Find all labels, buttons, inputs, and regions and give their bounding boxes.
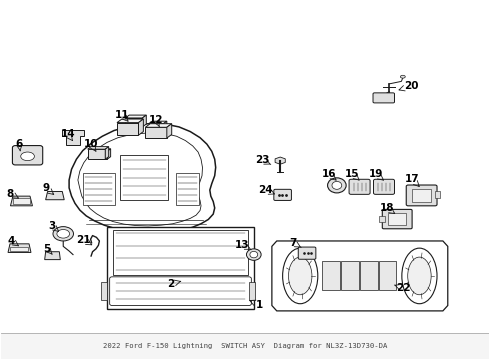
Text: 3: 3 (49, 221, 56, 231)
Polygon shape (46, 192, 64, 200)
Bar (93, 151, 107, 159)
Bar (379, 261, 396, 290)
Ellipse shape (283, 248, 318, 304)
Text: 12: 12 (149, 115, 163, 125)
Polygon shape (107, 149, 111, 159)
Polygon shape (88, 147, 109, 149)
Text: 9: 9 (42, 183, 49, 193)
FancyBboxPatch shape (110, 277, 251, 306)
Bar (125, 118, 143, 127)
Bar (412, 189, 431, 202)
Text: 17: 17 (405, 174, 419, 184)
FancyBboxPatch shape (298, 247, 316, 259)
Bar (146, 127, 167, 138)
Polygon shape (275, 157, 285, 164)
FancyBboxPatch shape (382, 210, 412, 229)
Polygon shape (10, 196, 32, 206)
Bar (379, 216, 385, 222)
Polygon shape (62, 130, 84, 145)
Text: 23: 23 (255, 155, 270, 165)
Polygon shape (69, 123, 216, 233)
Bar (341, 261, 359, 290)
FancyBboxPatch shape (406, 185, 437, 206)
Polygon shape (272, 241, 448, 311)
Bar (83, 173, 115, 205)
Polygon shape (105, 147, 109, 159)
Ellipse shape (250, 251, 258, 258)
FancyBboxPatch shape (274, 189, 292, 201)
FancyBboxPatch shape (373, 93, 394, 103)
Text: 16: 16 (322, 169, 336, 179)
Ellipse shape (332, 181, 342, 189)
Bar (0, 333, 490, 359)
Text: 1: 1 (256, 300, 263, 310)
Bar (113, 230, 248, 275)
Text: 5: 5 (44, 244, 51, 254)
Text: 19: 19 (369, 169, 383, 179)
Bar (107, 226, 254, 309)
Ellipse shape (289, 257, 312, 295)
Text: 2022 Ford F-150 Lightning  SWITCH ASY  Diagram for NL3Z-13D730-DA: 2022 Ford F-150 Lightning SWITCH ASY Dia… (103, 343, 387, 350)
Text: 18: 18 (379, 203, 394, 213)
Bar (435, 192, 440, 198)
FancyBboxPatch shape (12, 145, 43, 165)
Bar (322, 261, 340, 290)
Polygon shape (139, 119, 144, 135)
Polygon shape (8, 244, 31, 252)
Text: 14: 14 (60, 129, 75, 139)
Ellipse shape (402, 248, 437, 304)
Text: 7: 7 (289, 238, 296, 248)
Bar (101, 282, 107, 300)
Bar (249, 282, 255, 300)
Ellipse shape (53, 226, 74, 241)
Text: 11: 11 (115, 110, 129, 120)
Bar (175, 173, 199, 205)
Bar (117, 123, 139, 135)
Bar (10, 247, 28, 251)
Polygon shape (117, 119, 144, 123)
Ellipse shape (328, 178, 346, 193)
Bar (13, 198, 29, 204)
Text: 8: 8 (7, 189, 14, 199)
Text: 2: 2 (167, 279, 174, 289)
Ellipse shape (57, 229, 70, 238)
Ellipse shape (21, 152, 34, 161)
Polygon shape (149, 121, 167, 124)
Ellipse shape (408, 257, 431, 295)
Bar (388, 213, 406, 225)
FancyBboxPatch shape (349, 179, 370, 194)
Text: 10: 10 (84, 139, 98, 149)
Bar (121, 155, 168, 200)
Polygon shape (143, 115, 147, 127)
Bar (88, 149, 105, 159)
Polygon shape (45, 252, 60, 260)
Text: 13: 13 (235, 240, 250, 250)
Text: 6: 6 (16, 139, 23, 149)
Polygon shape (167, 124, 172, 138)
Text: 21: 21 (76, 235, 91, 245)
Text: 20: 20 (404, 81, 418, 91)
Polygon shape (93, 149, 111, 151)
Polygon shape (163, 121, 167, 132)
Bar (149, 124, 163, 132)
Text: 4: 4 (8, 236, 15, 246)
Text: 22: 22 (396, 283, 411, 293)
Text: 15: 15 (345, 169, 360, 179)
Polygon shape (125, 115, 147, 118)
Polygon shape (146, 124, 172, 127)
Text: 24: 24 (258, 185, 273, 195)
FancyBboxPatch shape (373, 179, 394, 194)
Ellipse shape (246, 249, 261, 260)
Ellipse shape (400, 75, 405, 78)
Bar (360, 261, 378, 290)
